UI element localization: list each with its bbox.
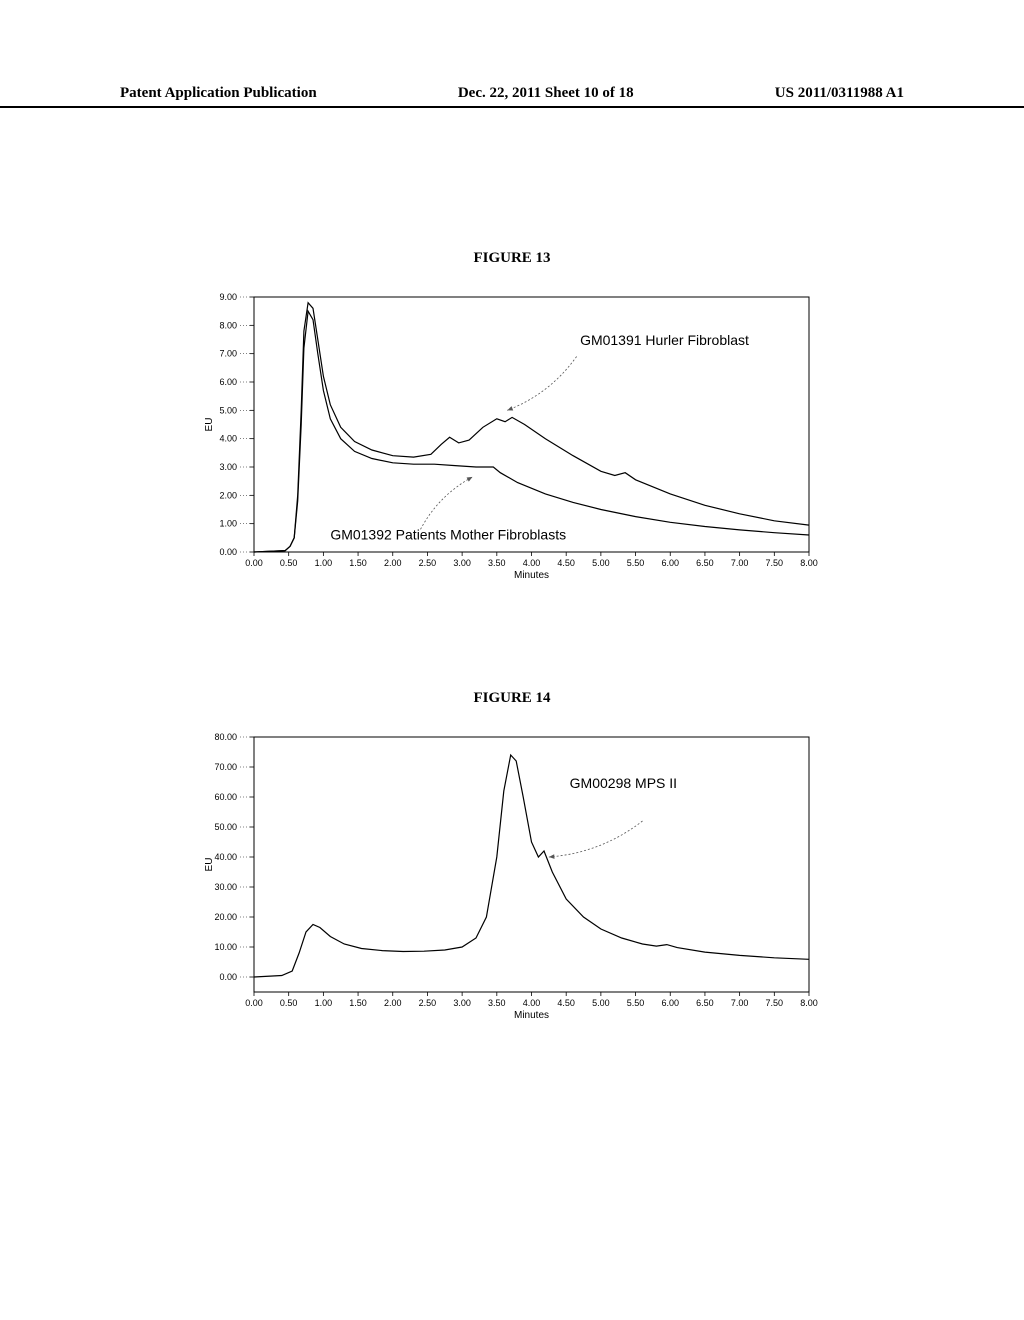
figure-14: FIGURE 14 0.00 10.00 20.00 30.00 40.00 50.00 6… bbox=[192, 690, 832, 1035]
svg-text:8.00: 8.00 bbox=[219, 320, 237, 330]
svg-text:4.50: 4.50 bbox=[557, 998, 575, 1008]
svg-text:8.00: 8.00 bbox=[800, 558, 818, 568]
svg-text:Minutes: Minutes bbox=[514, 1010, 549, 1021]
header-right: US 2011/0311988 A1 bbox=[775, 85, 904, 102]
svg-text:20.00: 20.00 bbox=[214, 912, 237, 922]
svg-text:6.00: 6.00 bbox=[661, 998, 679, 1008]
figure-14-svg: 0.00 10.00 20.00 30.00 40.00 50.00 60.00 70.00 8… bbox=[192, 725, 832, 1035]
svg-text:9.00: 9.00 bbox=[219, 292, 237, 302]
page-header: Patent Application Publication Dec. 22, … bbox=[0, 85, 1024, 108]
svg-text:EU: EU bbox=[204, 858, 215, 872]
svg-text:50.00: 50.00 bbox=[214, 822, 237, 832]
svg-text:1.50: 1.50 bbox=[349, 558, 367, 568]
svg-text:3.00: 3.00 bbox=[453, 998, 471, 1008]
figure-14-caption: FIGURE 14 bbox=[192, 690, 832, 707]
svg-text:60.00: 60.00 bbox=[214, 792, 237, 802]
svg-text:2.50: 2.50 bbox=[419, 558, 437, 568]
header-left: Patent Application Publication bbox=[120, 85, 317, 102]
svg-text:1.00: 1.00 bbox=[219, 519, 237, 529]
svg-text:8.00: 8.00 bbox=[800, 998, 818, 1008]
svg-text:4.00: 4.00 bbox=[219, 434, 237, 444]
svg-text:GM00298 MPS II: GM00298 MPS II bbox=[570, 775, 677, 791]
svg-text:4.00: 4.00 bbox=[523, 998, 541, 1008]
svg-text:0.00: 0.00 bbox=[245, 998, 263, 1008]
svg-text:5.50: 5.50 bbox=[627, 558, 645, 568]
svg-text:70.00: 70.00 bbox=[214, 762, 237, 772]
svg-text:3.50: 3.50 bbox=[488, 558, 506, 568]
svg-text:GM01391 Hurler Fibroblast: GM01391 Hurler Fibroblast bbox=[580, 332, 749, 348]
svg-text:30.00: 30.00 bbox=[214, 882, 237, 892]
svg-text:3.00: 3.00 bbox=[219, 462, 237, 472]
svg-text:1.00: 1.00 bbox=[315, 998, 333, 1008]
svg-text:0.50: 0.50 bbox=[280, 998, 298, 1008]
svg-text:1.50: 1.50 bbox=[349, 998, 367, 1008]
svg-text:3.50: 3.50 bbox=[488, 998, 506, 1008]
svg-text:7.50: 7.50 bbox=[766, 998, 784, 1008]
figure-13-caption: FIGURE 13 bbox=[192, 250, 832, 267]
svg-text:EU: EU bbox=[204, 418, 215, 432]
svg-text:6.50: 6.50 bbox=[696, 998, 714, 1008]
figure-13-svg: 0.00 1.00 2.00 3.00 4.00 5.00 6.00 7.00 8.00 9.00… bbox=[192, 285, 832, 595]
svg-text:40.00: 40.00 bbox=[214, 852, 237, 862]
svg-text:0.00: 0.00 bbox=[245, 558, 263, 568]
svg-text:5.50: 5.50 bbox=[627, 998, 645, 1008]
figure-13-chart: 0.00 1.00 2.00 3.00 4.00 5.00 6.00 7.00 8.00 9.00… bbox=[192, 285, 832, 595]
svg-text:0.00: 0.00 bbox=[219, 972, 237, 982]
svg-text:5.00: 5.00 bbox=[592, 558, 610, 568]
svg-text:10.00: 10.00 bbox=[214, 942, 237, 952]
svg-text:4.00: 4.00 bbox=[523, 558, 541, 568]
svg-text:7.00: 7.00 bbox=[219, 349, 237, 359]
svg-text:2.50: 2.50 bbox=[419, 998, 437, 1008]
svg-text:6.00: 6.00 bbox=[661, 558, 679, 568]
svg-text:7.00: 7.00 bbox=[731, 558, 749, 568]
svg-text:2.00: 2.00 bbox=[219, 490, 237, 500]
svg-text:80.00: 80.00 bbox=[214, 732, 237, 742]
svg-text:7.00: 7.00 bbox=[731, 998, 749, 1008]
svg-text:0.00: 0.00 bbox=[219, 547, 237, 557]
svg-text:4.50: 4.50 bbox=[557, 558, 575, 568]
svg-text:6.00: 6.00 bbox=[219, 377, 237, 387]
svg-text:5.00: 5.00 bbox=[592, 998, 610, 1008]
figure-14-chart: 0.00 10.00 20.00 30.00 40.00 50.00 60.00 70.00 8… bbox=[192, 725, 832, 1035]
svg-text:6.50: 6.50 bbox=[696, 558, 714, 568]
svg-text:0.50: 0.50 bbox=[280, 558, 298, 568]
svg-text:Minutes: Minutes bbox=[514, 570, 549, 581]
svg-text:7.50: 7.50 bbox=[766, 558, 784, 568]
svg-text:2.00: 2.00 bbox=[384, 558, 402, 568]
svg-text:1.00: 1.00 bbox=[315, 558, 333, 568]
svg-text:3.00: 3.00 bbox=[453, 558, 471, 568]
svg-text:5.00: 5.00 bbox=[219, 405, 237, 415]
svg-text:2.00: 2.00 bbox=[384, 998, 402, 1008]
figure-13: FIGURE 13 0.00 1.00 2.00 3.00 4.00 5.00 6.00 7.… bbox=[192, 250, 832, 595]
svg-text:GM01392 Patients Mother Fibrob: GM01392 Patients Mother Fibroblasts bbox=[330, 526, 566, 542]
header-center: Dec. 22, 2011 Sheet 10 of 18 bbox=[458, 85, 634, 102]
